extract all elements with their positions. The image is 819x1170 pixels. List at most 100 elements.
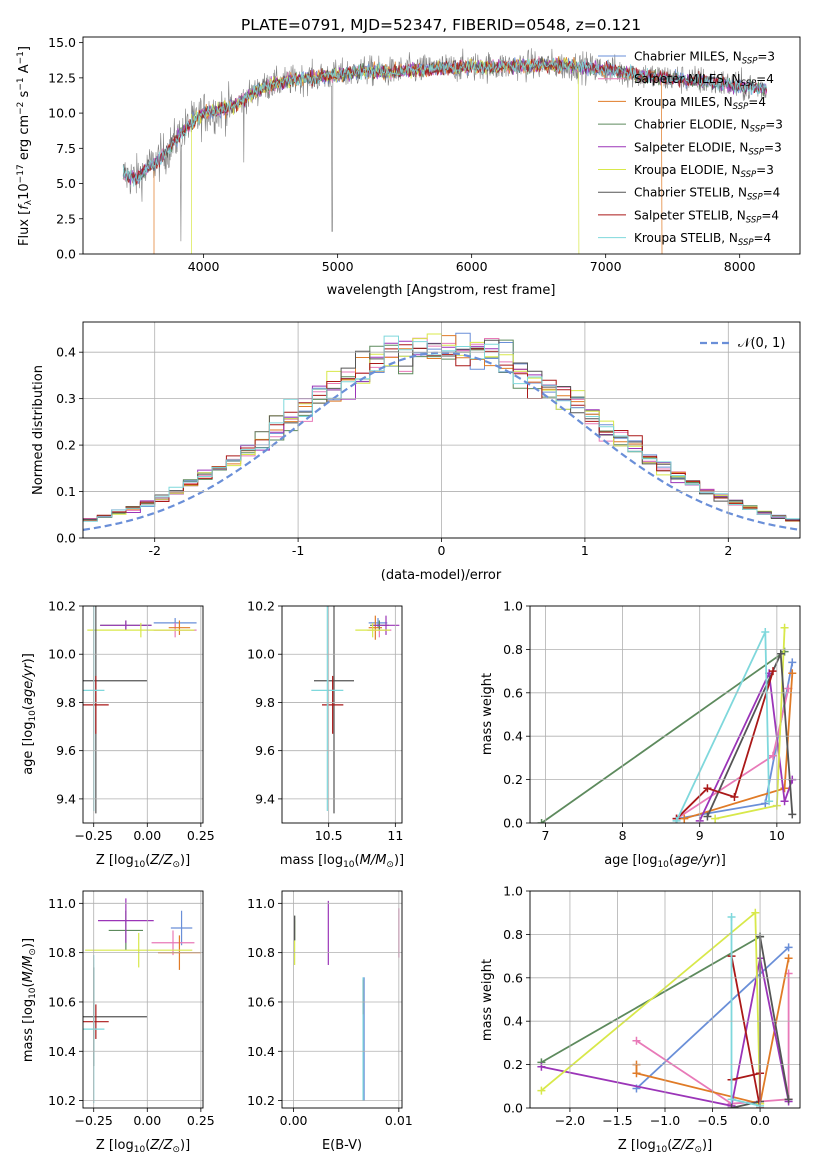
axes-spectrum: 4000 5000 6000 7000 8000 0.0 2.5 5.0 7.5 10.0 12.5… (16, 35, 801, 298)
y-tick-label: 10.2 (247, 1093, 275, 1108)
model-spectrum-2 (153, 56, 663, 254)
x-tick-label: −0.25 (75, 1113, 113, 1128)
x-tick-label: −0.5 (697, 1113, 727, 1128)
y-tick-label: 1.0 (503, 884, 523, 899)
y-tick-label: 0.2 (503, 772, 523, 787)
plot-area (122, 48, 767, 254)
y-axis-label: mass weight (480, 673, 495, 755)
y-tick-label: 0.6 (503, 685, 523, 700)
y-tick-label: 0.8 (503, 927, 523, 942)
x-tick-label: 0.00 (133, 1113, 161, 1128)
y-axis-label: mass [log10(M/M⊙)] (21, 938, 38, 1062)
x-tick-label: −1.5 (602, 1113, 632, 1128)
model-spectrum-8 (122, 57, 767, 187)
y-tick-label: 10.0 (247, 647, 275, 662)
x-axis-label: age [log10(age/yr)] (604, 853, 726, 870)
weight-line (698, 670, 794, 822)
x-tick-label: 1 (581, 543, 589, 558)
y-tick-label: 1.0 (503, 599, 523, 614)
legend-label: Salpeter MILES, NSSP=4 (634, 72, 774, 89)
y-tick-label: 12.5 (48, 70, 76, 85)
legend-label: Salpeter STELIB, NSSP=4 (634, 208, 779, 225)
weight-point (632, 1069, 641, 1078)
weight-point (751, 908, 760, 917)
x-axis-label: Z [log10(Z/Z⊙)] (96, 853, 190, 870)
legend-label: Salpeter ELODIE, NSSP=3 (634, 140, 782, 157)
x-axis-label: E(B-V) (322, 1138, 362, 1153)
y-tick-label: 10.8 (247, 945, 275, 960)
axes-weight_vs_age: 7 8 9 10 0.0 0.2 0.4 0.6 0.8 1.0 age [log10(age/yr… (480, 599, 801, 870)
y-tick-label: 15.0 (48, 35, 76, 50)
plot-area (83, 606, 197, 814)
x-tick-label: 2 (724, 543, 732, 558)
weight-line (675, 670, 774, 820)
x-tick-label: 0.00 (133, 828, 161, 843)
y-tick-label: 0.0 (503, 816, 523, 831)
axes-frame (281, 605, 403, 824)
legend-label: 𝒩(0, 1) (738, 336, 785, 351)
weight-point (769, 751, 777, 760)
x-tick-label: 0.25 (187, 828, 215, 843)
y-tick-label: 9.4 (255, 791, 275, 806)
weight-point (784, 943, 793, 952)
axes-age_vs_mass: 10.5 11 9.4 9.6 9.8 10.0 10.2 mass [log10(M/M⊙)… (247, 599, 404, 871)
weight-point (788, 669, 797, 678)
y-tick-label: 9.6 (56, 743, 76, 758)
weight-point (537, 1086, 546, 1095)
weight-point (780, 784, 789, 793)
x-tick-label: -1 (292, 543, 304, 558)
y-tick-label: 11.0 (247, 896, 275, 911)
y-tick-label: 0.0 (56, 531, 76, 546)
weight-point (788, 658, 797, 667)
weight-point (788, 810, 797, 819)
x-tick-label: 4000 (188, 259, 220, 274)
weight-point (784, 1095, 793, 1104)
weight-point (780, 623, 789, 632)
y-tick-label: 9.6 (255, 743, 275, 758)
weight-point (769, 667, 777, 676)
y-tick-label: 0.0 (503, 1101, 523, 1116)
axes-frame (529, 890, 801, 1109)
weight-point (703, 812, 712, 821)
axes-frame (82, 605, 204, 824)
x-tick-label: 10.5 (315, 828, 343, 843)
x-tick-label: 8 (619, 828, 627, 843)
weight-point (765, 797, 774, 806)
legend-label: Kroupa ELODIE, NSSP=3 (634, 163, 774, 180)
x-tick-label: 7000 (590, 259, 622, 274)
weight-point (537, 819, 546, 823)
y-tick-label: 10.8 (48, 945, 76, 960)
y-axis-label: mass weight (480, 959, 495, 1041)
legend-label: Kroupa STELIB, NSSP=4 (634, 231, 771, 248)
x-tick-label: 0.0 (750, 1113, 770, 1128)
x-tick-label: -2 (148, 543, 160, 558)
y-tick-label: 0.4 (503, 1014, 523, 1029)
axes-mass_vs_ebv: 0.00 0.01 10.2 10.4 10.6 10.8 11.0 E(B-V) (247, 890, 413, 1153)
x-tick-label: 0.00 (280, 1113, 308, 1128)
y-tick-label: 11.0 (48, 896, 76, 911)
y-tick-label: 9.8 (56, 695, 76, 710)
y-tick-label: 0.2 (503, 1057, 523, 1072)
y-tick-label: 10.4 (48, 1044, 76, 1059)
plot-area (294, 900, 400, 1101)
y-tick-label: 0.1 (56, 484, 76, 499)
y-tick-label: 0.6 (503, 970, 523, 985)
y-tick-label: 9.8 (255, 695, 275, 710)
x-tick-label: 9 (696, 828, 704, 843)
y-tick-label: 10.0 (48, 647, 76, 662)
weight-line (676, 688, 790, 820)
weight-point (784, 954, 793, 963)
y-tick-label: 0.4 (56, 345, 76, 360)
x-tick-label: 0.25 (187, 1113, 215, 1128)
weight-line (541, 650, 786, 823)
weight-point (761, 628, 770, 637)
axes-frame (529, 605, 801, 824)
weight-point (537, 1062, 546, 1071)
x-axis-label: Z [log10(Z/Z⊙)] (96, 1138, 190, 1155)
y-tick-label: 10.6 (48, 994, 76, 1009)
x-tick-label: −0.25 (75, 828, 113, 843)
y-axis-label: Normed distribution (31, 365, 46, 495)
weight-point (780, 797, 789, 806)
legend-label: Chabrier STELIB, NSSP=4 (634, 186, 780, 203)
